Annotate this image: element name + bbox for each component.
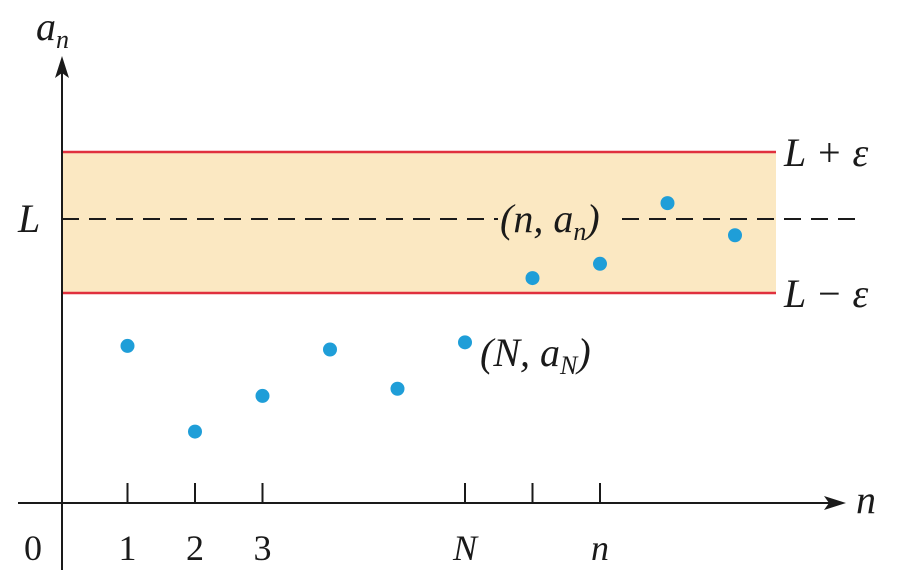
x-tick-label-6: N [452,528,479,568]
point-n-label: (n, an) [500,196,600,246]
sequence-point-1 [120,338,135,353]
sequence-point-8 [593,256,607,271]
sequence-point-3 [255,388,270,403]
y-axis-label: an [36,4,69,54]
x-axis-label: n [856,477,876,522]
x-tick-label-8: n [591,528,609,568]
x-axis-arrow-icon [824,496,846,510]
sequence-point-2 [188,424,202,439]
x-tick-label-1: 1 [119,528,137,568]
origin-label: 0 [24,528,42,568]
x-tick-label-2: 2 [186,528,204,568]
sequence-point-9 [660,196,675,211]
limit-label: L [17,196,40,241]
lower-bound-label: L − ε [783,271,869,316]
point-N-label: (N, aN) [480,330,591,380]
y-axis-arrow-icon [55,56,69,78]
epsilon-band [62,152,776,293]
x-tick-label-3: 3 [254,528,272,568]
upper-bound-label: L + ε [783,130,869,175]
sequence-point-4 [323,342,337,357]
sequence-point-10 [728,228,742,243]
sequence-point-7 [525,271,540,286]
sequence-point-6 [458,335,472,350]
point-group [120,196,742,439]
sequence-point-5 [390,381,405,396]
